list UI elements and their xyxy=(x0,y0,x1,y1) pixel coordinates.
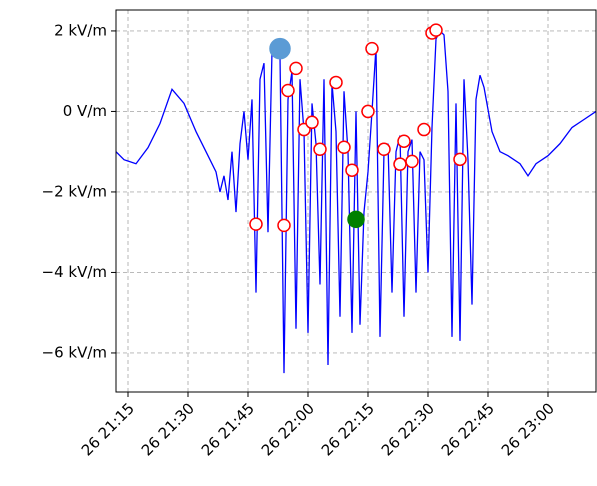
data-point xyxy=(337,140,351,155)
data-point xyxy=(393,157,407,171)
data-point xyxy=(345,163,359,177)
y-tick-label: −4 kV/m xyxy=(42,263,108,281)
data-point xyxy=(305,115,319,130)
data-point xyxy=(377,142,391,157)
data-point xyxy=(329,75,343,90)
x-tick-label: 26 22:15 xyxy=(318,399,378,459)
data-point xyxy=(361,104,375,119)
data-point xyxy=(281,83,295,98)
data-point xyxy=(277,218,291,233)
data-point xyxy=(417,122,431,137)
x-tick-label: 26 22:45 xyxy=(438,399,498,459)
data-point xyxy=(289,61,303,76)
y-tick-label: −2 kV/m xyxy=(42,182,108,200)
data-point xyxy=(429,23,443,37)
x-tick-label: 26 22:00 xyxy=(258,399,318,459)
y-tick-label: −6 kV/m xyxy=(42,343,108,361)
data-point xyxy=(249,217,263,231)
data-point xyxy=(313,142,327,157)
data-point xyxy=(397,134,411,148)
x-tick-label: 26 23:00 xyxy=(498,399,558,459)
x-tick-label: 26 22:30 xyxy=(378,399,438,459)
data-point xyxy=(269,37,291,60)
y-tick-label: 0 V/m xyxy=(63,102,107,120)
data-point xyxy=(453,152,467,167)
x-tick-label: 26 21:45 xyxy=(198,399,258,459)
data-point xyxy=(347,210,365,229)
x-tick-label: 26 21:30 xyxy=(138,399,198,459)
data-point xyxy=(365,41,379,56)
data-point xyxy=(405,154,419,169)
y-tick-label: 2 kV/m xyxy=(54,21,107,39)
x-tick-label: 26 21:15 xyxy=(78,399,138,459)
plot-frame xyxy=(115,9,597,393)
